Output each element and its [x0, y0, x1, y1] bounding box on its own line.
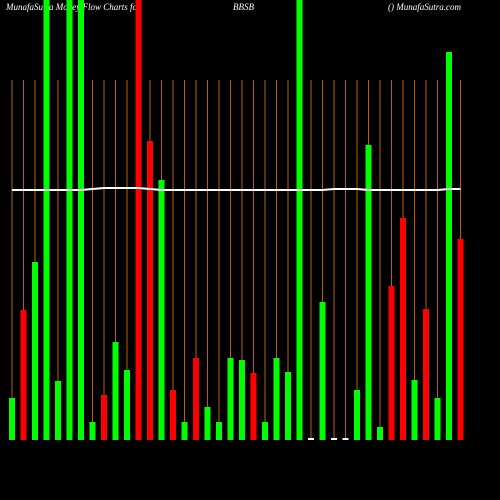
- chart-title: MunafaSutra Money Flow Charts for: [5, 2, 141, 12]
- bar: [216, 422, 222, 440]
- bar: [388, 286, 395, 440]
- bar: [354, 390, 360, 440]
- source: () MunafaSutra.com: [388, 2, 461, 12]
- bar: [43, 0, 50, 440]
- bar: [55, 381, 61, 440]
- bar: [285, 372, 291, 440]
- bar: [434, 398, 441, 440]
- bar: [32, 262, 38, 440]
- bar: [446, 52, 452, 440]
- bar: [457, 239, 464, 440]
- bar: [319, 302, 326, 440]
- bar: [227, 358, 234, 440]
- bar: [135, 0, 142, 440]
- bar: [112, 342, 119, 440]
- bar: [193, 358, 199, 440]
- bar: [250, 373, 257, 440]
- bar: [78, 0, 84, 440]
- bar: [204, 407, 211, 440]
- chart-subtitle: BBSB: [233, 2, 254, 12]
- bar: [400, 218, 406, 440]
- bar: [124, 370, 130, 440]
- bar: [147, 141, 153, 440]
- bar: [101, 395, 107, 440]
- bar: [89, 422, 96, 440]
- bar: [20, 310, 27, 440]
- bar: [365, 145, 372, 440]
- bar: [66, 0, 73, 440]
- bar: [9, 398, 15, 440]
- bar: [158, 180, 165, 440]
- bar: [331, 438, 337, 440]
- bar: [377, 427, 383, 440]
- bar: [308, 438, 314, 440]
- bar: [181, 422, 188, 440]
- bar: [273, 358, 280, 440]
- bar: [423, 309, 429, 440]
- bar: [262, 422, 268, 440]
- bar: [239, 360, 245, 440]
- money-flow-line: [12, 187, 461, 191]
- bar: [411, 380, 418, 440]
- bar: [170, 390, 176, 440]
- bar: [342, 438, 349, 440]
- bar: [296, 0, 303, 440]
